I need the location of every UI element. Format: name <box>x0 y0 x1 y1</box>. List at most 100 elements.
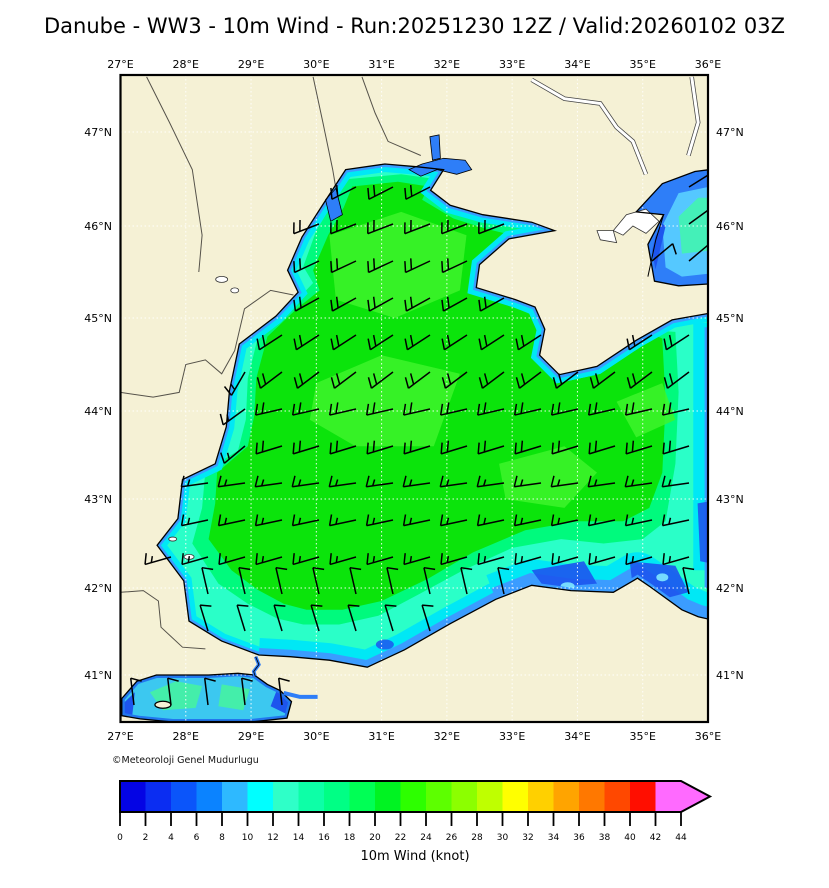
wind-barb <box>626 371 653 389</box>
wind-barb <box>404 220 431 235</box>
wind-barb <box>236 604 249 632</box>
wind-barb <box>291 475 320 488</box>
wind-barb <box>514 440 542 455</box>
colorbar-tick-label: 14 <box>293 833 305 843</box>
wind-barb <box>478 371 505 389</box>
wind-barb <box>328 475 357 488</box>
wind-barb <box>661 514 690 527</box>
colorbar-tick-label: 0 <box>117 833 123 843</box>
wind-barb <box>477 553 505 566</box>
wind-barb <box>217 514 246 527</box>
wind-barb <box>277 677 290 706</box>
wind-barb <box>328 402 357 416</box>
lat-label-right: 42°N <box>716 582 744 595</box>
wind-barb <box>688 243 708 262</box>
wind-barb <box>293 258 320 274</box>
wind-barb <box>254 514 283 527</box>
lat-label-left: 43°N <box>84 493 112 506</box>
lon-label-bottom: 35°E <box>629 730 655 743</box>
wind-barb <box>291 514 320 527</box>
wind-barb <box>166 677 179 706</box>
wind-barb <box>651 243 677 262</box>
wind-barb <box>513 402 542 416</box>
lon-label-bottom: 32°E <box>434 730 460 743</box>
wind-barb <box>624 402 653 416</box>
colorbar-tick-label: 8 <box>219 833 225 843</box>
colorbar-tick-label: 36 <box>573 833 585 843</box>
wind-barb <box>478 334 505 351</box>
lat-label-right: 41°N <box>716 669 744 682</box>
wind-barb <box>439 475 468 488</box>
lon-label-bottom: 31°E <box>368 730 394 743</box>
wind-barb <box>256 371 283 389</box>
lon-label-top: 33°E <box>499 58 525 71</box>
wind-barb <box>403 440 431 455</box>
wind-barb <box>386 566 399 595</box>
wind-barb <box>402 475 431 488</box>
wind-barb <box>256 334 283 351</box>
wind-barb <box>384 604 397 632</box>
wind-barb <box>588 553 616 566</box>
wind-barb <box>441 258 468 274</box>
colorbar-segment <box>426 781 452 812</box>
colorbar-tick-label: 22 <box>395 833 406 843</box>
wind-barb <box>203 677 216 706</box>
wind-barb <box>349 566 362 595</box>
lon-label-bottom: 30°E <box>303 730 329 743</box>
wind-barb <box>402 402 431 416</box>
lat-label-right: 43°N <box>716 493 744 506</box>
lon-label-top: 27°E <box>107 58 133 71</box>
colorbar-arrow <box>655 781 710 812</box>
wind-barb <box>460 566 473 595</box>
page-title: Danube - WW3 - 10m Wind - Run:20251230 1… <box>44 14 785 38</box>
lat-label-right: 45°N <box>716 312 744 325</box>
wind-barb <box>624 475 653 488</box>
wind-barb <box>219 408 246 426</box>
wind-barb <box>254 475 283 488</box>
lon-label-bottom: 28°E <box>173 730 199 743</box>
wind-barb <box>441 296 468 312</box>
lon-label-top: 32°E <box>434 58 460 71</box>
wind-barb <box>625 440 653 455</box>
wind-barb <box>663 334 690 351</box>
colorbar-segment <box>451 781 478 812</box>
wind-barb <box>312 566 325 595</box>
wind-barb <box>476 514 505 527</box>
lon-label-top: 29°E <box>238 58 264 71</box>
lon-label-top: 28°E <box>173 58 199 71</box>
colorbar-segment <box>247 781 274 812</box>
colorbar-segment <box>273 781 299 812</box>
lat-label-right: 44°N <box>716 405 744 418</box>
wind-barb <box>329 553 357 566</box>
wind-barb <box>404 184 431 200</box>
colorbar: 0 2 4 6 8 10 12 14 16 18 20 22 24 26 28 30 32 34 36 38 40 42 4… <box>117 780 713 843</box>
coastlines <box>121 163 708 722</box>
wind-barb <box>588 440 616 455</box>
colorbar-segment <box>375 781 401 812</box>
wind-barb <box>587 514 616 527</box>
colorbar-segment <box>171 781 197 812</box>
wind-barb <box>217 475 246 488</box>
colorbar-segment <box>604 781 631 812</box>
wind-barb <box>476 402 505 416</box>
wind-barb <box>439 514 468 527</box>
wind-barb <box>255 553 283 566</box>
lat-label-left: 44°N <box>84 405 112 418</box>
wind-barb <box>310 604 323 632</box>
colorbar-tick-label: 30 <box>497 833 509 843</box>
wind-barb <box>293 371 320 389</box>
wind-barb <box>367 371 394 389</box>
wind-barb <box>330 296 357 312</box>
wind-barb <box>551 440 579 455</box>
wind-barb <box>366 440 394 455</box>
colorbar-segment <box>349 781 376 812</box>
copyright: ©Meteoroloji Genel Mudurlugu <box>112 755 259 766</box>
wind-barb <box>293 220 320 235</box>
wind-barb <box>367 334 394 351</box>
colorbar-segment <box>630 781 656 812</box>
wind-barb <box>238 566 251 595</box>
wind-barb <box>514 553 542 566</box>
wind-barb <box>441 220 468 235</box>
wind-barb <box>404 371 431 389</box>
colorbar-title: 10m Wind (knot) <box>360 849 470 864</box>
